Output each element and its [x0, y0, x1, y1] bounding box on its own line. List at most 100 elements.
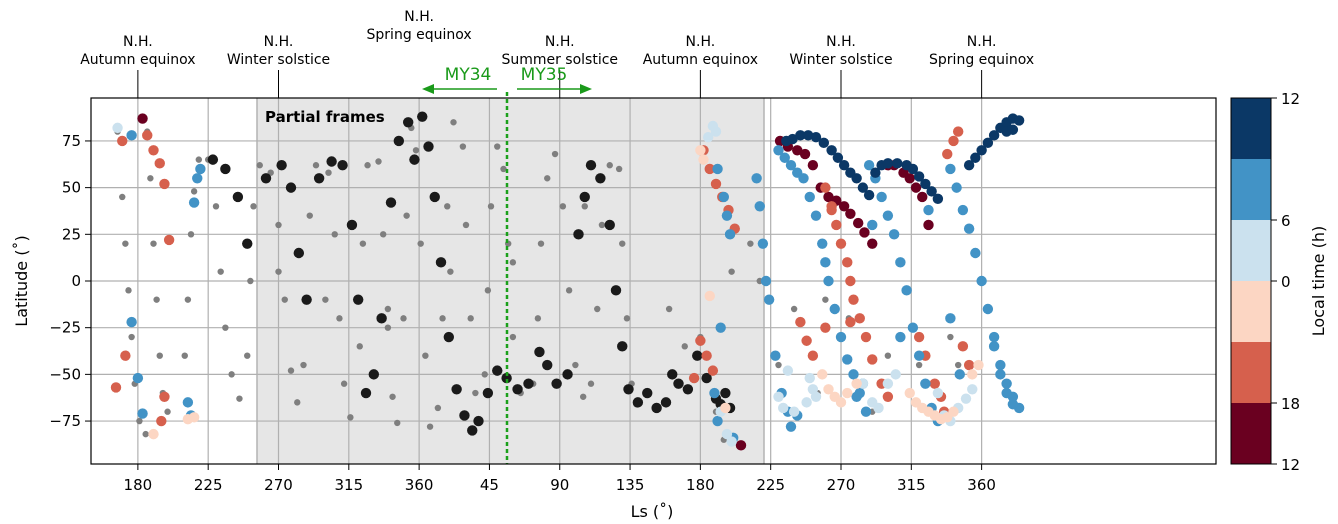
data-point: [851, 173, 862, 184]
data-point: [426, 423, 434, 430]
x-tick-label: 180: [686, 476, 715, 494]
data-point: [451, 384, 462, 395]
data-point: [835, 397, 847, 408]
data-point: [184, 296, 192, 303]
data-point: [356, 343, 363, 350]
data-point: [804, 191, 815, 203]
y-tick-label: 0: [71, 272, 81, 290]
data-point: [250, 203, 257, 210]
data-point: [842, 387, 853, 399]
data-point: [579, 393, 587, 400]
data-point: [125, 287, 132, 294]
data-point: [379, 231, 387, 238]
data-point: [801, 335, 812, 346]
data-point: [422, 352, 429, 359]
data-point: [888, 229, 900, 240]
data-point: [720, 402, 731, 414]
x-axis: 180 225 270 315 360 45 90 135 180 225 270 315 360: [124, 464, 996, 494]
data-point: [394, 419, 401, 427]
data-point: [598, 221, 606, 229]
data-point: [159, 391, 170, 402]
season-label-line1: N.H.: [123, 34, 153, 50]
data-point: [651, 402, 662, 414]
data-point: [982, 137, 994, 149]
data-point: [720, 387, 731, 399]
data-point: [660, 397, 672, 408]
data-point: [164, 408, 171, 415]
data-point: [798, 173, 809, 184]
y-tick-label: 50: [62, 179, 81, 197]
data-point: [917, 191, 928, 203]
colorbar-segment: [1231, 159, 1271, 221]
data-point: [735, 440, 747, 451]
data-point: [443, 331, 455, 343]
data-point: [945, 313, 956, 324]
data-point: [976, 275, 987, 287]
data-point: [610, 285, 622, 296]
data-point: [995, 369, 1006, 380]
data-point: [967, 384, 978, 395]
x-tick-label: 225: [194, 476, 223, 494]
data-point: [851, 378, 862, 389]
data-point: [988, 331, 1000, 343]
data-point: [820, 182, 831, 193]
data-point: [838, 160, 850, 171]
data-point: [142, 430, 149, 438]
data-point: [835, 331, 847, 343]
data-point: [312, 162, 320, 169]
data-point: [562, 369, 573, 380]
data-point: [770, 350, 781, 361]
data-point: [688, 372, 700, 384]
data-point: [300, 361, 307, 369]
data-point: [153, 296, 160, 303]
data-point: [347, 414, 354, 421]
data-point: [1007, 399, 1019, 410]
data-point: [721, 428, 733, 440]
data-point: [1001, 378, 1012, 389]
data-point: [472, 389, 479, 397]
data-point: [434, 404, 442, 412]
data-point: [779, 152, 790, 163]
data-point: [148, 145, 159, 156]
data-point: [851, 391, 862, 402]
data-point: [260, 173, 272, 184]
data-point: [346, 219, 358, 231]
data-point: [429, 191, 440, 203]
colorbar-segment: [1231, 403, 1271, 465]
y-tick-label: −75: [49, 412, 81, 430]
data-point: [606, 162, 613, 169]
data-point: [459, 410, 470, 421]
data-point: [948, 406, 959, 417]
data-point: [817, 238, 828, 249]
data-point: [860, 406, 872, 417]
data-point: [256, 162, 263, 169]
data-point: [867, 219, 878, 231]
data-point: [884, 352, 892, 359]
data-point: [128, 333, 135, 341]
x-tick-label: 225: [756, 476, 785, 494]
data-point: [795, 316, 806, 328]
data-point: [947, 333, 954, 341]
data-point: [904, 173, 915, 184]
data-point: [195, 163, 206, 175]
data-point: [682, 384, 694, 395]
x-tick-label: 315: [334, 476, 363, 494]
data-point: [326, 156, 337, 167]
data-point: [384, 305, 392, 313]
x-tick-label: 180: [124, 476, 153, 494]
data-point: [901, 285, 912, 296]
data-point: [409, 154, 420, 165]
data-point: [188, 197, 200, 208]
data-point: [322, 296, 329, 303]
y-axis-label: Latitude (˚): [12, 235, 31, 326]
data-point: [375, 158, 382, 165]
data-point: [667, 369, 678, 380]
data-point: [1013, 115, 1025, 126]
x-tick-label: 45: [480, 476, 499, 494]
data-point: [695, 335, 706, 346]
data-point: [995, 359, 1006, 371]
data-point: [281, 296, 288, 303]
data-point: [228, 371, 235, 378]
data-point: [594, 305, 601, 313]
data-point: [110, 382, 122, 393]
